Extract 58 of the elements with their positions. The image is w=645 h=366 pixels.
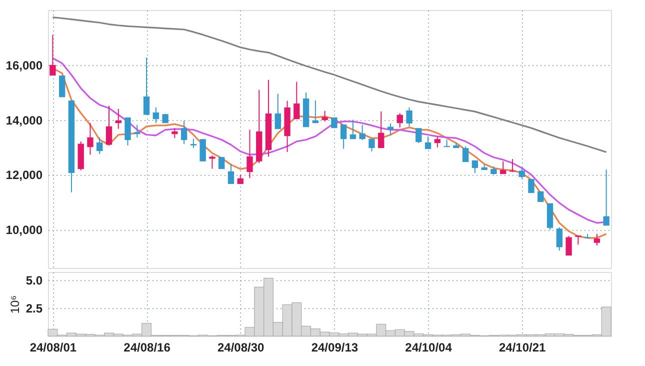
candlestick — [190, 138, 197, 149]
candlestick — [378, 110, 384, 149]
y-tick-label: 16,000 — [6, 58, 43, 72]
candlestick — [246, 129, 253, 178]
candlestick — [228, 163, 234, 184]
candlestick — [528, 178, 534, 194]
candlestick — [509, 158, 516, 173]
candlestick — [312, 100, 319, 124]
candlestick — [416, 128, 422, 144]
candlestick — [172, 128, 178, 139]
candlestick — [237, 174, 244, 184]
y-tick-label: 12,000 — [6, 168, 43, 182]
candlestick — [294, 81, 300, 120]
y-tick-label: 14,000 — [6, 113, 43, 128]
candlestick — [556, 226, 562, 252]
candlestick — [274, 93, 281, 130]
candlestick — [368, 138, 375, 152]
x-tick-label: 24/08/01 — [30, 340, 77, 354]
candlestick — [180, 120, 188, 145]
candlestick — [106, 105, 112, 146]
x-tick-label: 24/10/21 — [499, 340, 546, 354]
candlestick — [359, 124, 366, 141]
y-axis-title: 10⁶ — [8, 295, 22, 314]
candlestick — [396, 112, 403, 128]
candlestick — [124, 116, 131, 146]
candlestick — [387, 122, 394, 136]
candlestick — [500, 160, 506, 175]
x-tick-label: 24/10/04 — [405, 340, 452, 354]
candlestick — [424, 136, 432, 150]
x-tick-label: 24/08/16 — [124, 340, 171, 354]
y-tick-label: 10,000 — [6, 223, 43, 238]
candlestick — [472, 160, 478, 174]
candlestick — [200, 138, 206, 162]
candlestick — [143, 57, 150, 116]
candlestick — [152, 106, 160, 124]
candlestick — [58, 75, 66, 98]
x-tick-label: 24/08/30 — [218, 340, 265, 354]
candlestick — [340, 124, 347, 150]
candlestick — [87, 122, 94, 156]
candlestick — [115, 108, 122, 130]
candlestick — [594, 233, 600, 246]
candlestick — [50, 34, 56, 76]
candlestick — [603, 169, 610, 226]
y-tick-label: 2.5 — [26, 301, 43, 316]
x-tick-label: 24/09/13 — [311, 340, 358, 354]
line-series — [52, 16, 608, 153]
candlestick — [134, 124, 140, 138]
candlestick — [434, 136, 441, 148]
candlestick — [322, 110, 328, 122]
candlestick — [444, 139, 450, 148]
candlestick — [96, 136, 103, 155]
candlestick — [209, 154, 216, 170]
candlestick — [462, 146, 469, 163]
candlestick — [350, 119, 356, 140]
y-tick-label: 5.0 — [26, 273, 43, 288]
candlestick — [566, 235, 572, 256]
candlestick — [518, 166, 525, 180]
candlestick — [406, 106, 412, 127]
